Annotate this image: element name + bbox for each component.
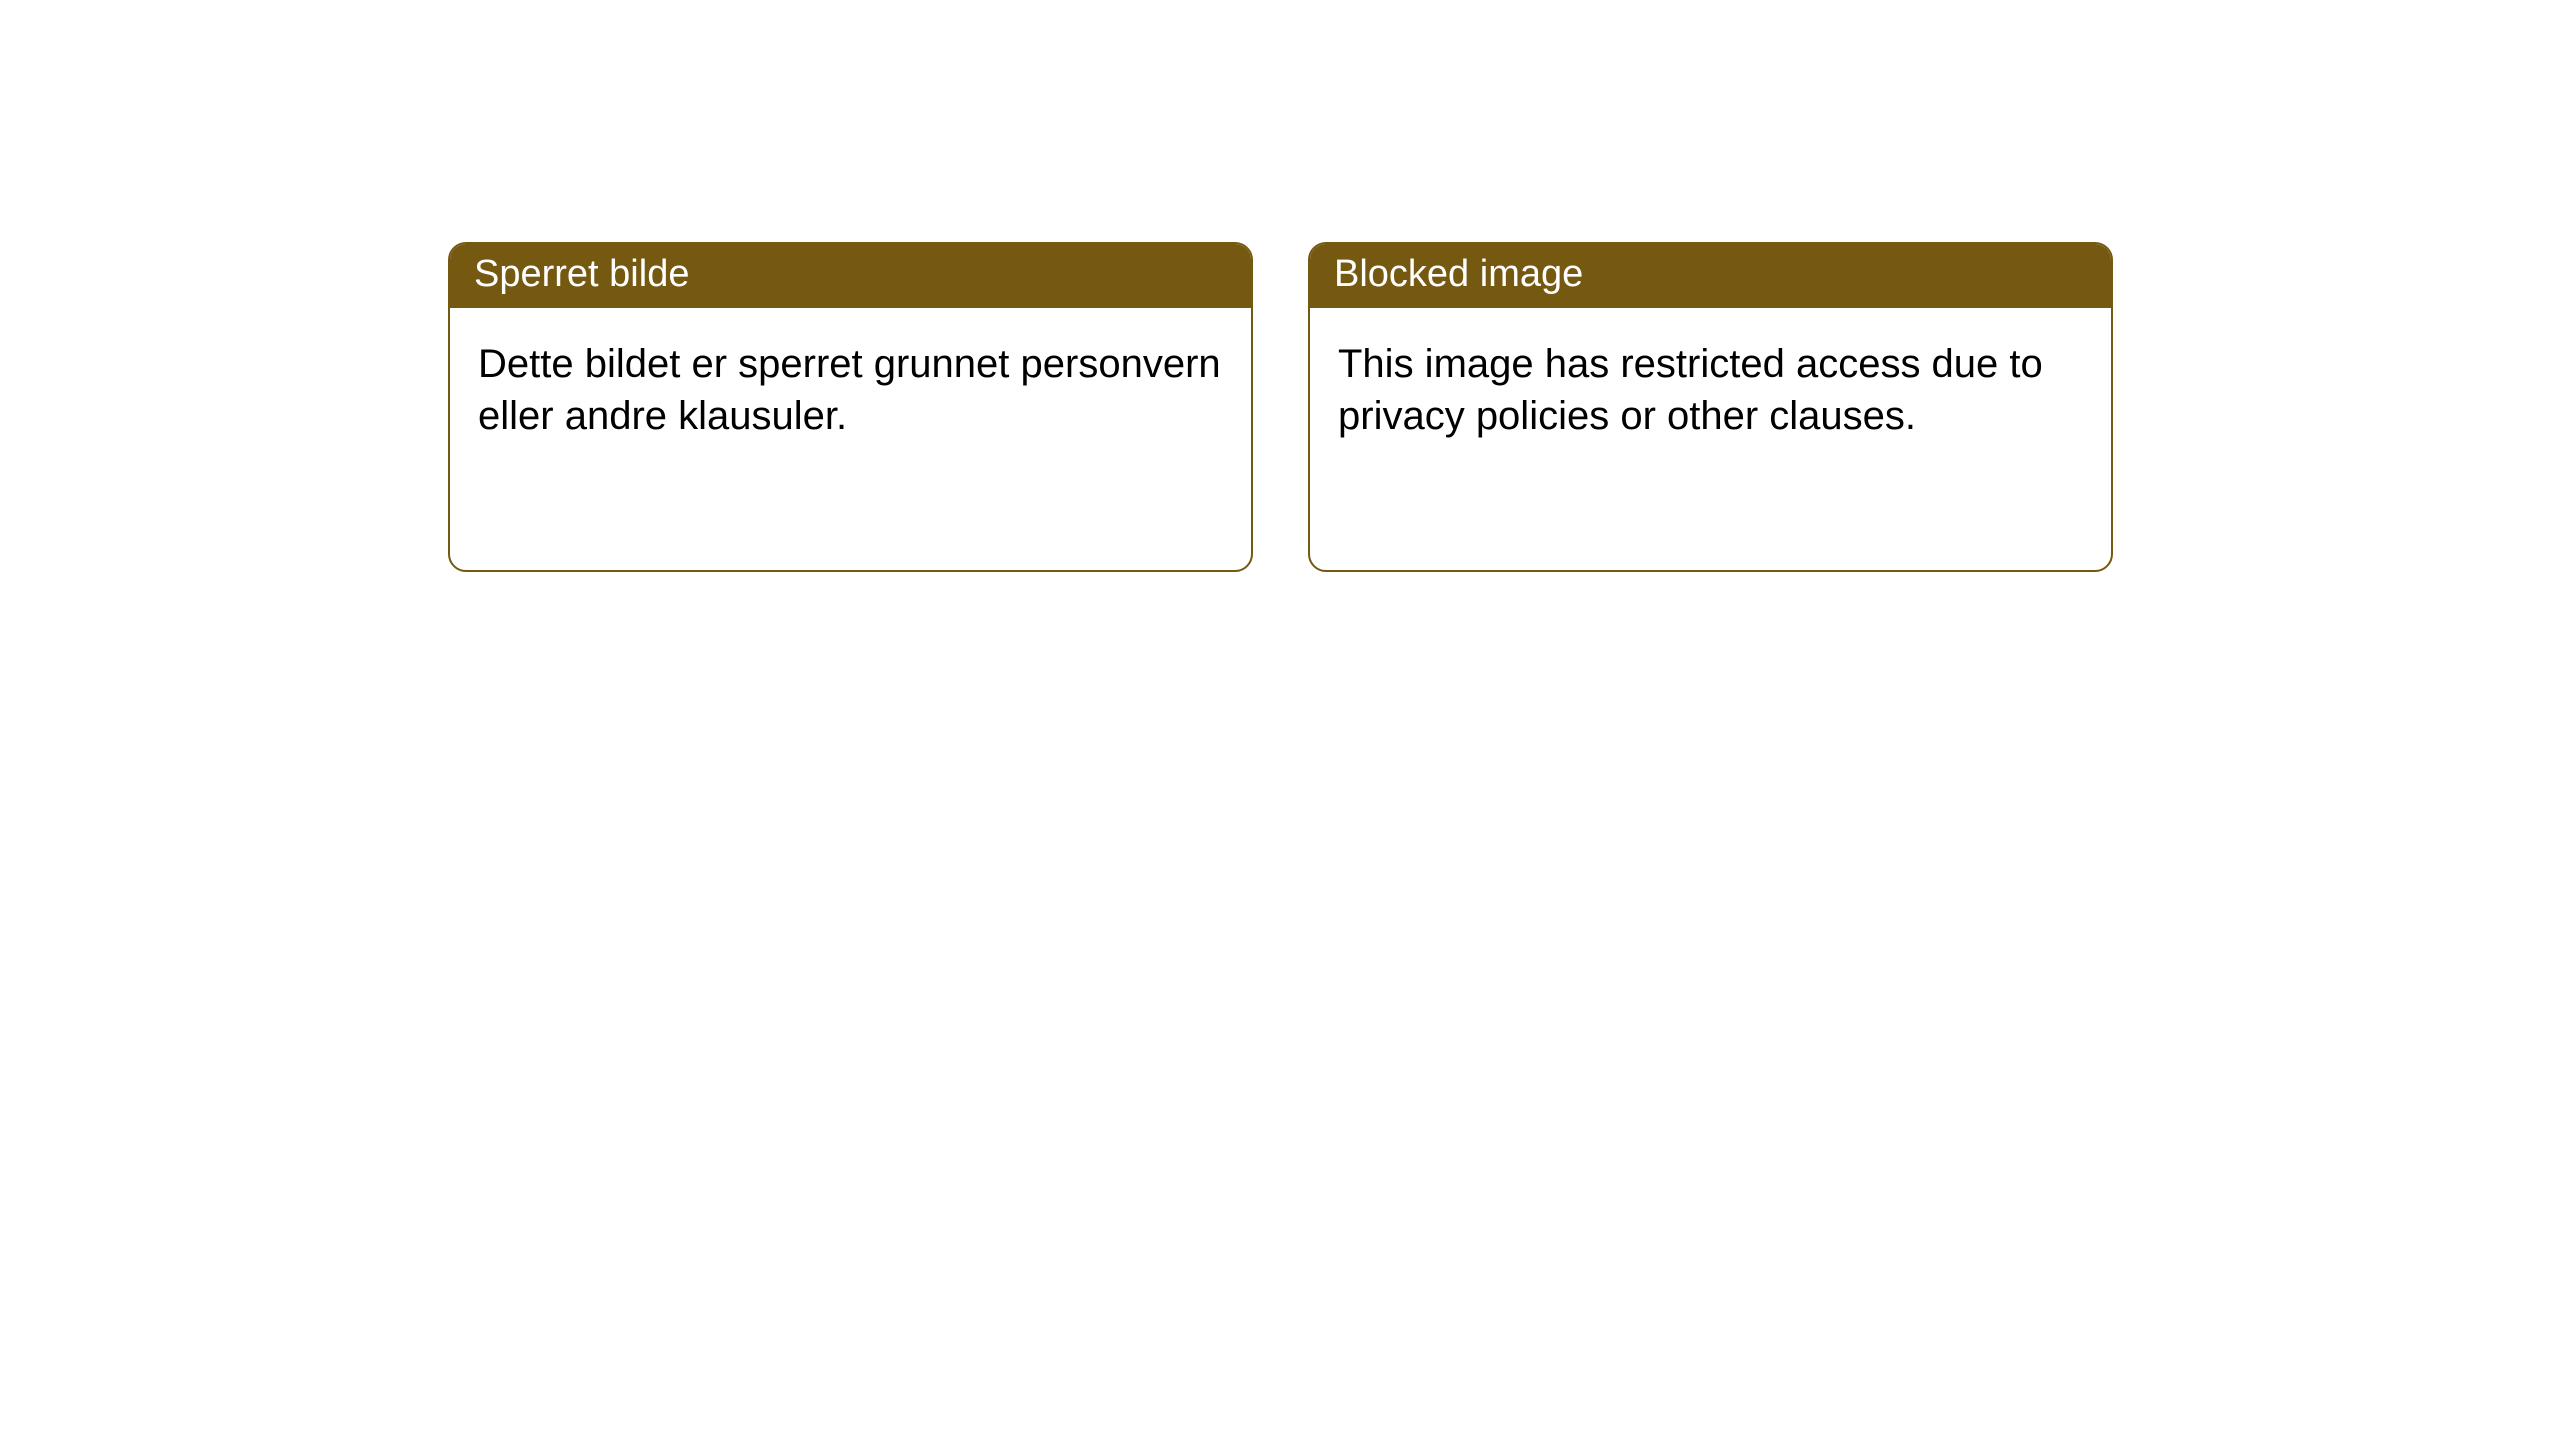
notice-card-english: Blocked image This image has restricted … (1308, 242, 2113, 572)
notice-body: Dette bildet er sperret grunnet personve… (450, 308, 1251, 472)
notice-header: Blocked image (1310, 244, 2111, 308)
notice-card-norwegian: Sperret bilde Dette bildet er sperret gr… (448, 242, 1253, 572)
notice-header: Sperret bilde (450, 244, 1251, 308)
notice-body: This image has restricted access due to … (1310, 308, 2111, 472)
notice-container: Sperret bilde Dette bildet er sperret gr… (0, 0, 2560, 572)
